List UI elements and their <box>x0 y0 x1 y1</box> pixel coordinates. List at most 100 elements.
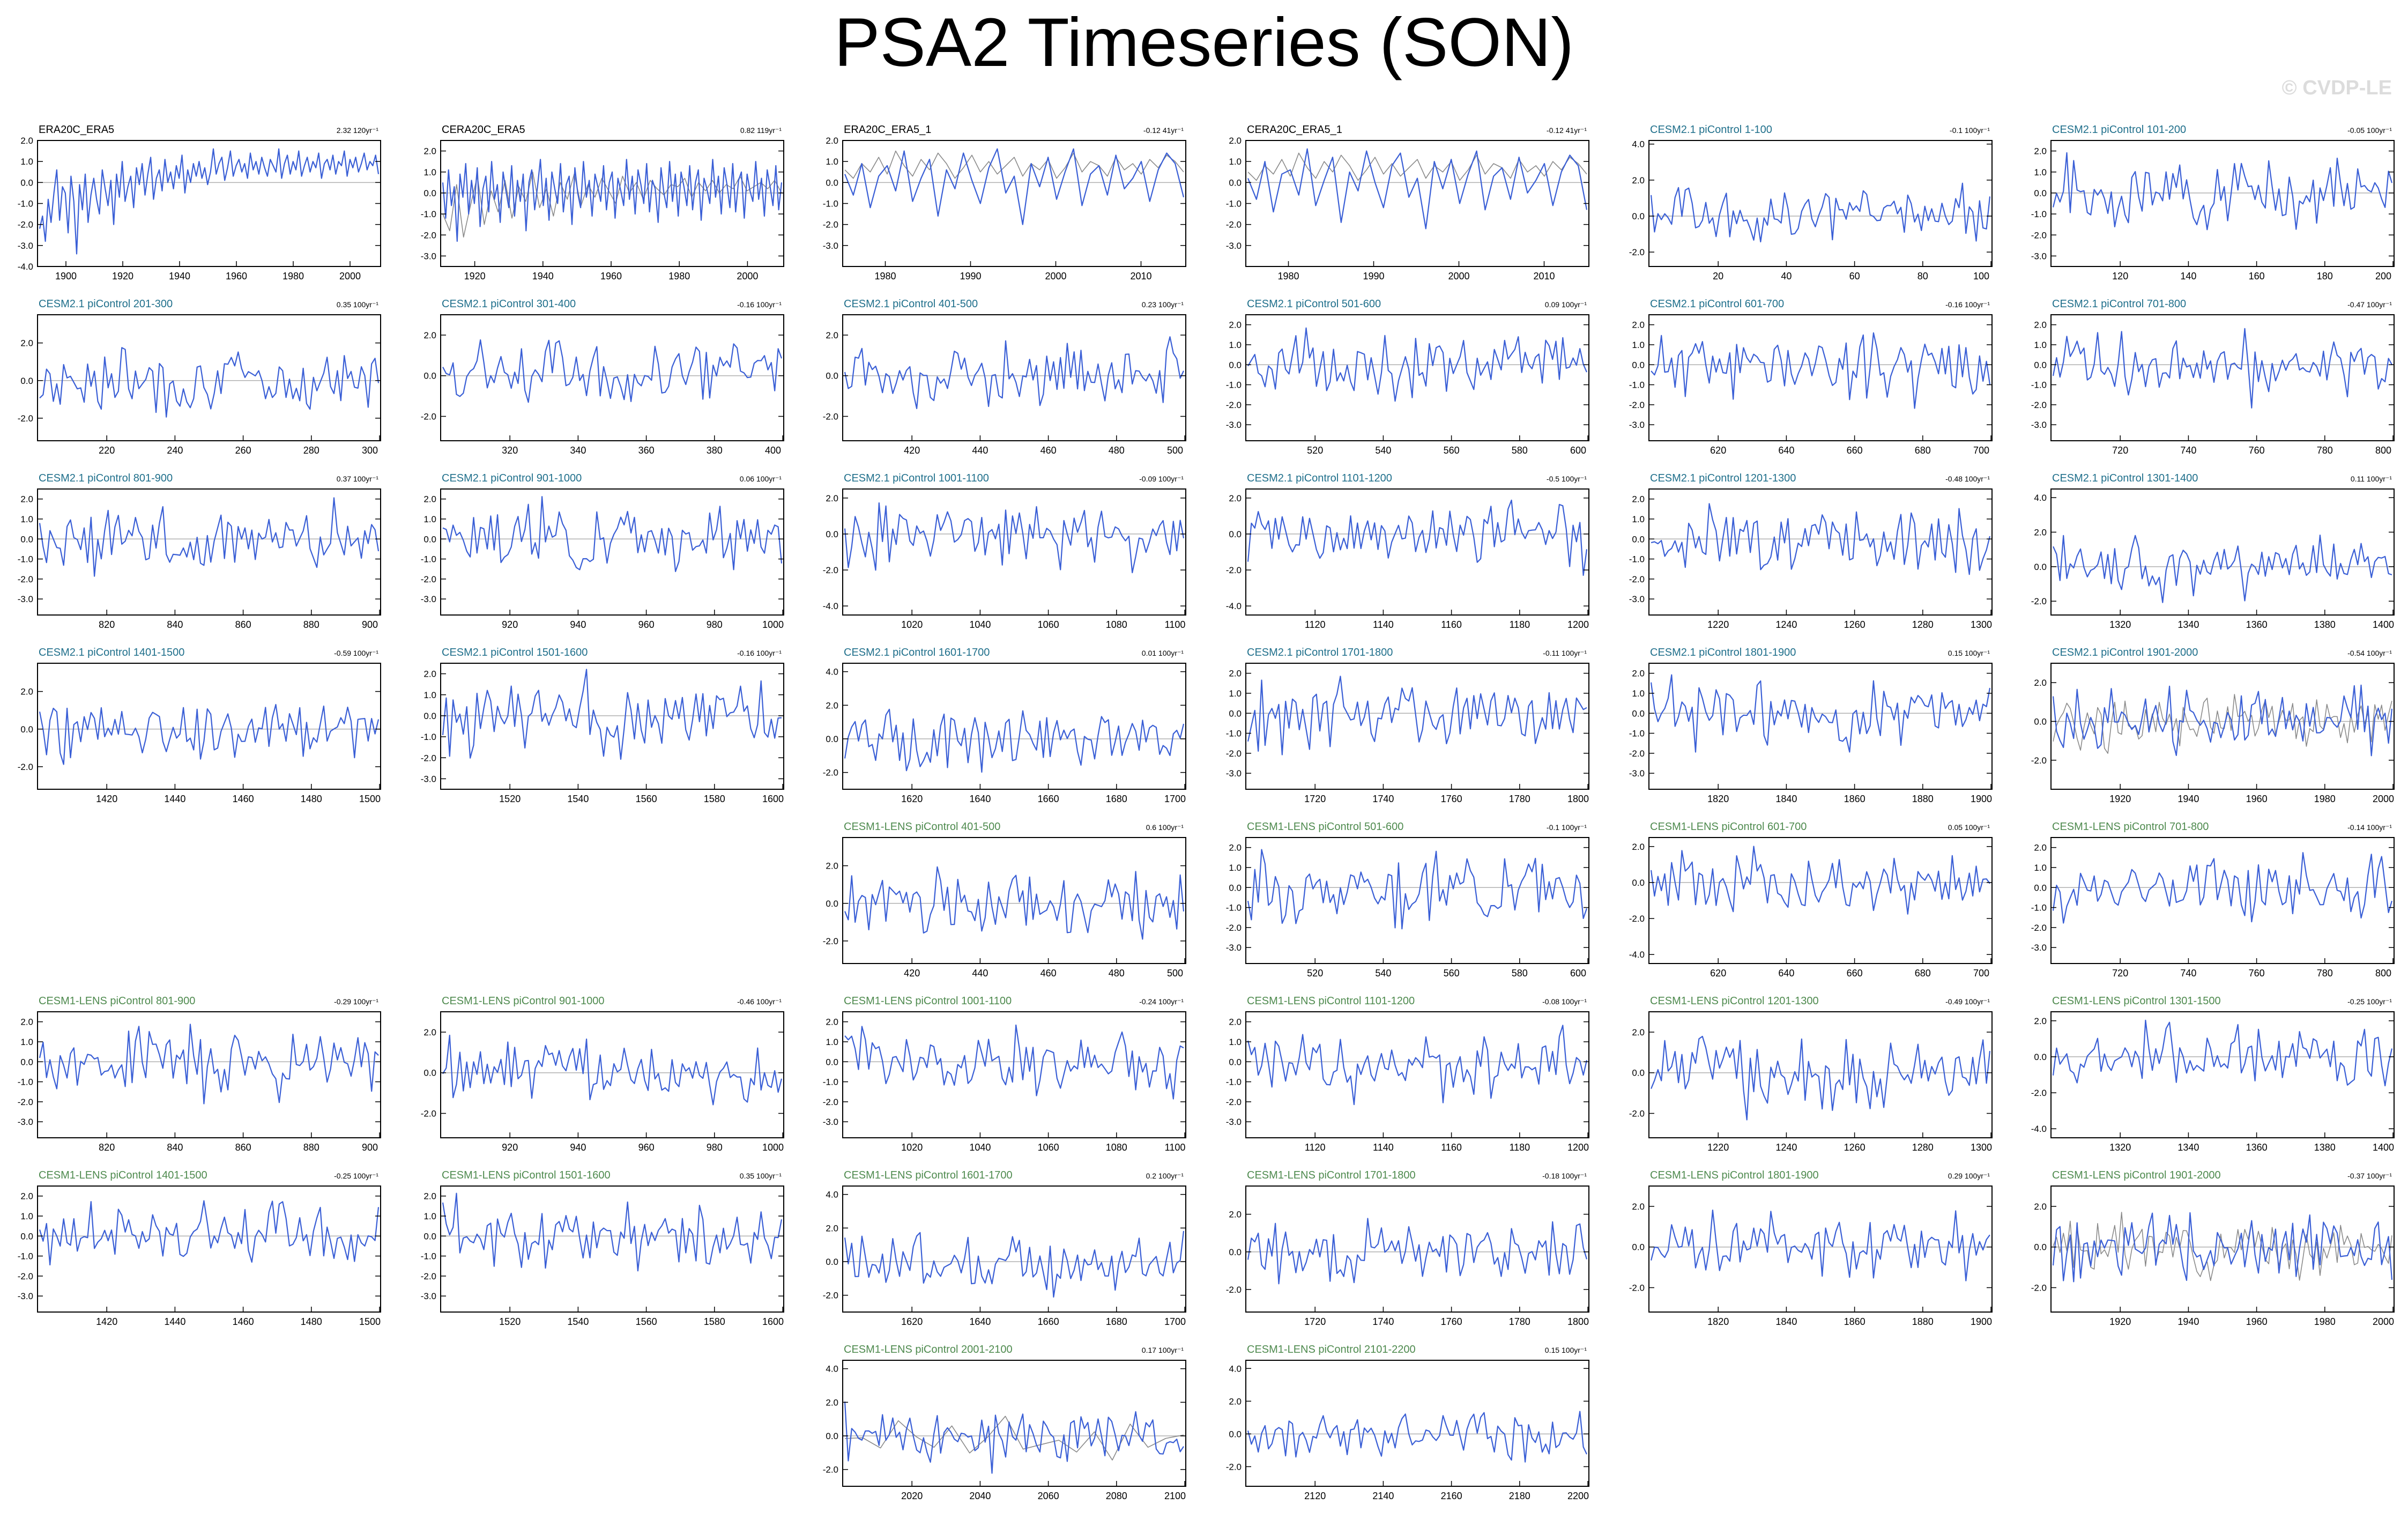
x-tick-label: 660 <box>1847 445 1863 456</box>
y-tick-label: 2.0 <box>2034 1016 2047 1026</box>
watermark: © CVDP-LE <box>2281 77 2392 99</box>
x-tick-label: 340 <box>570 445 586 456</box>
y-tick-label: 2.0 <box>826 1223 838 1233</box>
x-tick-label: 1440 <box>164 1316 185 1327</box>
trend-label: -0.37 100yr⁻¹ <box>2347 1172 2392 1180</box>
trend-label: -0.46 100yr⁻¹ <box>737 997 782 1006</box>
y-tick-label: -2.0 <box>823 936 838 946</box>
y-tick-label: 2.0 <box>1229 843 1242 853</box>
reference-series-line <box>2053 1212 2392 1281</box>
y-tick-label: -3.0 <box>18 1291 33 1301</box>
trend-label: -0.14 100yr⁻¹ <box>2347 823 2392 832</box>
timeseries-panel: CESM2.1 piControl 1-100 -0.1 100yr⁻¹ 4.0 2.… <box>1629 124 1993 281</box>
series-line <box>1650 674 1991 753</box>
x-tick-label: 1260 <box>1844 619 1866 630</box>
y-tick-label: -2.0 <box>1226 1097 1242 1107</box>
y-tick-label: 1.0 <box>423 1211 436 1221</box>
x-tick-label: 1900 <box>1971 1316 1992 1327</box>
timeseries-panel: CESM2.1 piControl 1301-1400 0.11 100yr⁻¹ 4… <box>2031 472 2395 630</box>
series-line <box>844 1024 1184 1100</box>
series-line <box>39 1024 379 1105</box>
y-tick-label: 2.0 <box>423 494 436 505</box>
y-tick-label: -2.0 <box>823 1291 838 1301</box>
panel-title: CERA20C_ERA5 <box>442 124 525 136</box>
y-tick-label: 0.0 <box>1229 708 1242 718</box>
y-tick-label: -2.0 <box>18 574 33 584</box>
y-tick-label: -3.0 <box>18 1117 33 1127</box>
x-tick-label: 1960 <box>2246 1316 2268 1327</box>
y-tick-label: -4.0 <box>1629 950 1645 960</box>
y-tick-label: -1.0 <box>421 554 436 565</box>
panel-title: CESM1-LENS piControl 1001-1100 <box>844 995 1012 1007</box>
x-tick-label: 1600 <box>762 794 784 804</box>
series-line <box>1247 1218 1588 1285</box>
timeseries-panel: CESM1-LENS piControl 2001-2100 0.17 100yr… <box>823 1344 1186 1501</box>
y-tick-label: 2.0 <box>2034 527 2047 537</box>
x-tick-label: 2000 <box>1448 271 1469 281</box>
x-tick-label: 1660 <box>1038 1316 1059 1327</box>
series-line <box>39 1200 380 1266</box>
trend-label: 0.35 100yr⁻¹ <box>337 300 379 309</box>
trend-label: 0.82 119yr⁻¹ <box>740 126 782 135</box>
x-tick-label: 820 <box>99 619 115 630</box>
trend-label: 0.37 100yr⁻¹ <box>337 475 379 483</box>
x-tick-label: 700 <box>1973 445 1989 456</box>
x-tick-label: 1500 <box>359 1316 381 1327</box>
x-tick-label: 780 <box>2317 445 2333 456</box>
x-tick-label: 700 <box>1973 968 1989 979</box>
timeseries-panel: CESM1-LENS piControl 601-700 0.05 100yr⁻¹… <box>1629 821 1993 979</box>
y-tick-label: 4.0 <box>1632 139 1645 150</box>
x-tick-label: 1160 <box>1441 1142 1462 1153</box>
y-tick-label: -3.0 <box>1629 594 1645 604</box>
x-tick-label: 500 <box>1167 968 1183 979</box>
x-tick-label: 1680 <box>1106 1316 1127 1327</box>
panel-title: CESM1-LENS piControl 701-800 <box>2052 821 2209 833</box>
y-tick-label: 1.0 <box>1229 863 1242 873</box>
y-tick-label: 0.0 <box>20 1231 33 1241</box>
y-tick-label: 1.0 <box>20 514 33 524</box>
x-tick-label: 1060 <box>1038 1142 1059 1153</box>
x-tick-label: 860 <box>235 1142 251 1153</box>
series-line <box>1650 1035 1991 1121</box>
y-tick-label: 0.0 <box>20 1057 33 1067</box>
x-tick-label: 1200 <box>1567 619 1589 630</box>
y-tick-label: 1.0 <box>1632 688 1645 699</box>
y-tick-label: -4.0 <box>18 262 33 272</box>
trend-label: 0.2 100yr⁻¹ <box>1146 1172 1184 1180</box>
y-tick-label: -1.0 <box>823 199 838 209</box>
x-tick-label: 920 <box>502 619 518 630</box>
x-tick-label: 900 <box>362 619 378 630</box>
plot-frame <box>1648 314 1993 441</box>
y-tick-label: 0.0 <box>2034 1242 2047 1253</box>
trend-label: -0.49 100yr⁻¹ <box>1945 997 1990 1006</box>
plot-frame <box>37 488 381 616</box>
y-tick-label: 1.0 <box>826 1037 838 1047</box>
series-line <box>2052 852 2393 924</box>
y-tick-label: 2.0 <box>1632 1202 1645 1212</box>
x-tick-label: 120 <box>2112 271 2128 281</box>
reference-series-line <box>844 1416 1184 1461</box>
x-tick-label: 760 <box>2249 968 2265 979</box>
x-tick-label: 620 <box>1710 445 1726 456</box>
y-tick-label: 2.0 <box>423 669 436 679</box>
y-tick-label: 2.0 <box>826 1397 838 1407</box>
x-tick-label: 2140 <box>1372 1491 1394 1501</box>
trend-label: -0.09 100yr⁻¹ <box>1139 475 1184 483</box>
trend-label: 0.35 100yr⁻¹ <box>740 1172 782 1180</box>
series-line <box>2052 152 2393 231</box>
x-tick-label: 1100 <box>1165 619 1186 630</box>
x-tick-label: 900 <box>362 1142 378 1153</box>
y-tick-label: 2.0 <box>1229 1017 1242 1027</box>
x-tick-label: 1440 <box>164 794 185 804</box>
trend-label: -0.29 100yr⁻¹ <box>334 997 378 1006</box>
x-tick-label: 1800 <box>1567 794 1589 804</box>
trend-label: 0.05 100yr⁻¹ <box>1948 823 1990 832</box>
panel-title: CESM2.1 piControl 1201-1300 <box>1650 472 1796 484</box>
y-tick-label: -3.0 <box>18 594 33 604</box>
x-tick-label: 1940 <box>169 271 190 281</box>
x-tick-label: 1980 <box>2314 794 2336 804</box>
x-tick-label: 1780 <box>1509 794 1530 804</box>
y-tick-label: 2.0 <box>2034 678 2047 688</box>
panel-title: CESM2.1 piControl 1-100 <box>1650 124 1772 136</box>
y-tick-label: 0.0 <box>20 534 33 544</box>
